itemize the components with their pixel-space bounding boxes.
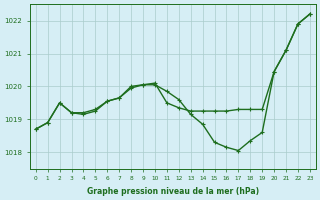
X-axis label: Graphe pression niveau de la mer (hPa): Graphe pression niveau de la mer (hPa): [87, 187, 259, 196]
